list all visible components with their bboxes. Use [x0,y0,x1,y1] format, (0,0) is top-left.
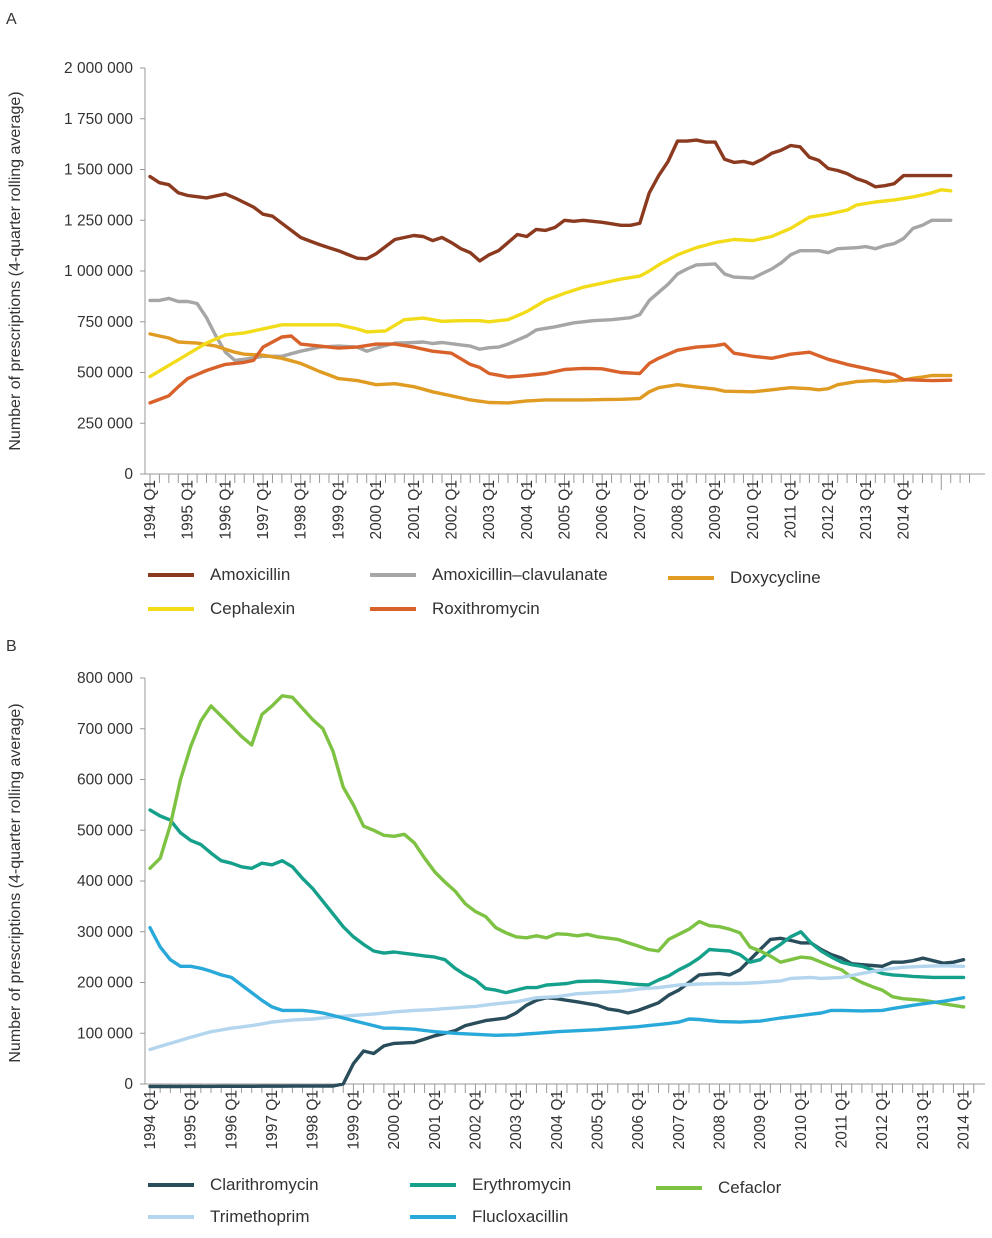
x-tick-label: 1997 Q1 [255,480,272,539]
x-tick-label: 1998 Q1 [305,1090,322,1149]
y-tick-label: 1 000 000 [64,263,133,280]
x-tick-label: 1999 Q1 [330,480,347,539]
panel-label: B [6,638,17,655]
y-tick-label: 300 000 [77,924,133,941]
y-tick-label: 500 000 [77,822,133,839]
x-tick-label: 2014 Q1 [896,480,913,539]
legend-label-flucloxacillin: Flucloxacillin [472,1207,568,1226]
x-tick-label: 2000 Q1 [368,480,385,539]
series-line-cefaclor [148,694,966,1009]
legend-label-trimethoprim: Trimethoprim [210,1207,310,1226]
y-tick-label: 250 000 [77,415,133,432]
y-tick-label: 1 750 000 [64,111,133,128]
series-line-erythromycin [148,808,966,995]
chart-panel-b: B Number of prescriptions (4-quarter roll… [6,638,985,1226]
x-tick-label: 2009 Q1 [752,1090,769,1149]
y-tick-label: 1 250 000 [64,212,133,229]
x-tick-label: 1996 Q1 [223,1090,240,1149]
x-tick-label: 2012 Q1 [874,1090,891,1149]
x-tick-label: 2012 Q1 [820,480,837,539]
series-line-cephalexin [148,188,953,379]
x-tick-label: 2002 Q1 [443,480,460,539]
y-tick-label: 400 000 [77,873,133,890]
x-tick-label: 2001 Q1 [427,1090,444,1149]
legend-label-erythromycin: Erythromycin [472,1175,571,1194]
legend-label-doxycycline: Doxycycline [730,568,821,587]
x-tick-label: 2009 Q1 [707,480,724,539]
y-axis-title: Number of prescriptions (4-quarter rolli… [7,703,24,1062]
x-tick-label: 2010 Q1 [793,1090,810,1149]
panel-label: A [6,11,17,28]
x-tick-label: 2003 Q1 [508,1090,525,1149]
legend-label-roxithromycin: Roxithromycin [432,599,540,618]
x-tick-label: 2008 Q1 [712,1090,729,1149]
x-tick-label: 2005 Q1 [556,480,573,539]
x-tick-label: 1995 Q1 [180,480,197,539]
x-tick-label: 1995 Q1 [183,1090,200,1149]
legend-label-amoxicillin: Amoxicillin [210,565,290,584]
y-axis-title: Number of prescriptions (4-quarter rolli… [7,91,24,450]
series-line-amoxicillin-clavulanate [148,218,953,362]
y-tick-label: 200 000 [77,975,133,992]
x-tick-label: 2002 Q1 [467,1090,484,1149]
x-tick-label: 1997 Q1 [264,1090,281,1149]
x-tick-label: 2000 Q1 [386,1090,403,1149]
x-tick-label: 2004 Q1 [549,1090,566,1149]
x-tick-label: 2011 Q1 [783,480,800,538]
x-tick-label: 2007 Q1 [632,480,649,539]
series-line-doxycycline [148,332,953,405]
series-line-amoxicillin [148,138,953,263]
y-tick-label: 2 000 000 [64,60,133,77]
x-tick-label: 2004 Q1 [519,480,536,539]
chart-panel-a: A Number of prescriptions (4-quarter roll… [6,11,985,618]
series-line-roxithromycin [148,334,953,405]
legend-label-clarithromycin: Clarithromycin [210,1175,319,1194]
y-tick-label: 750 000 [77,314,133,331]
series-line-trimethoprim [148,964,966,1052]
x-tick-label: 1994 Q1 [142,480,159,539]
x-tick-label: 2008 Q1 [670,480,687,539]
y-tick-label: 800 000 [77,670,133,687]
x-tick-label: 1999 Q1 [345,1090,362,1149]
legend-label-amoxicillin-clavulanate: Amoxicillin–clavulanate [432,565,608,584]
series-line-flucloxacillin [148,926,966,1038]
x-tick-label: 2007 Q1 [671,1090,688,1149]
y-tick-label: 700 000 [77,721,133,738]
x-tick-label: 2005 Q1 [589,1090,606,1149]
x-tick-label: 2014 Q1 [956,1090,973,1149]
y-tick-label: 100 000 [77,1025,133,1042]
legend-label-cefaclor: Cefaclor [718,1178,782,1197]
y-tick-label: 1 500 000 [64,162,133,179]
y-tick-label: 600 000 [77,772,133,789]
x-tick-label: 2013 Q1 [858,480,875,539]
x-tick-label: 2011 Q1 [834,1090,851,1148]
y-tick-label: 0 [124,1076,133,1093]
x-tick-label: 2006 Q1 [594,480,611,539]
legend-label-cephalexin: Cephalexin [210,599,295,618]
x-tick-label: 1998 Q1 [293,480,310,539]
x-tick-label: 2006 Q1 [630,1090,647,1149]
y-tick-label: 0 [124,466,133,483]
x-tick-label: 2001 Q1 [406,480,423,539]
y-tick-label: 500 000 [77,365,133,382]
x-tick-label: 2003 Q1 [481,480,498,539]
x-tick-label: 2013 Q1 [915,1090,932,1149]
x-tick-label: 1994 Q1 [142,1090,159,1149]
series-line-clarithromycin [148,936,966,1089]
x-tick-label: 2010 Q1 [745,480,762,539]
x-tick-label: 1996 Q1 [217,480,234,539]
